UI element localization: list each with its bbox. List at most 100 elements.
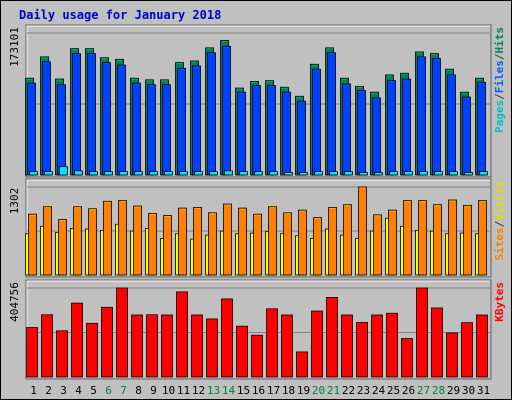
x-tick-label: 6 — [105, 384, 112, 397]
series-pages — [29, 166, 488, 176]
x-tick-label: 25 — [387, 384, 400, 397]
pages-bar — [194, 171, 203, 176]
kbytes-bar — [236, 325, 248, 378]
sites-bar — [238, 207, 247, 276]
kbytes-bar — [191, 314, 203, 378]
x-tick-label: 19 — [297, 384, 310, 397]
x-tick-label: 10 — [162, 384, 175, 397]
legend-entry: / — [493, 53, 506, 60]
x-tick-label: 16 — [252, 384, 265, 397]
files-bar — [117, 64, 126, 176]
kbytes-bar — [161, 314, 173, 378]
x-tick-label: 2 — [45, 384, 52, 397]
kbytes-bar — [146, 314, 158, 378]
x-tick-label: 28 — [432, 384, 445, 397]
x-tick-label: 14 — [222, 384, 236, 397]
sites-bar — [118, 200, 127, 276]
legend-hits: Pages/Files/Hits — [493, 27, 506, 133]
files-bar — [267, 85, 276, 176]
sites-bar — [358, 186, 367, 276]
files-bar — [252, 85, 261, 176]
x-tick-label: 18 — [282, 384, 295, 397]
sites-bar — [433, 204, 442, 276]
pages-bar — [239, 171, 248, 176]
kbytes-bar — [431, 307, 443, 378]
kbytes-bar — [386, 312, 398, 378]
files-bar — [447, 74, 456, 176]
series-kbytes — [26, 287, 488, 378]
sites-bar — [88, 208, 97, 276]
kbytes-bar — [221, 298, 233, 378]
sites-bar — [223, 203, 232, 276]
legend-entry: Files — [493, 60, 506, 93]
sites-bar — [343, 204, 352, 276]
files-bar — [462, 96, 471, 176]
x-tick-label: 27 — [417, 384, 430, 397]
files-bar — [147, 84, 156, 176]
files-bar — [207, 52, 216, 176]
x-tick-label: 5 — [90, 384, 97, 397]
files-bar — [312, 68, 321, 176]
pages-bar — [449, 171, 458, 176]
sites-bar — [313, 217, 322, 276]
kbytes-bar — [296, 351, 308, 378]
sites-bar — [448, 199, 457, 276]
sites-bar — [178, 207, 187, 276]
kbytes-bar — [71, 302, 83, 378]
pages-bar — [134, 171, 143, 176]
kbytes-bar — [281, 314, 293, 378]
files-bar — [42, 61, 51, 176]
legend-entry: KBytes — [493, 282, 506, 322]
x-tick-label: 29 — [447, 384, 460, 397]
pages-bar — [89, 171, 98, 176]
x-tick-label: 1 — [30, 384, 37, 397]
pages-bar — [179, 171, 188, 176]
files-bar — [282, 91, 291, 176]
legend-entry: Hits — [493, 27, 506, 54]
pages-bar — [224, 170, 233, 176]
sites-bar — [283, 212, 292, 276]
legend-entry: / — [493, 93, 506, 100]
x-tick-label: 3 — [60, 384, 67, 397]
x-axis-labels: 1 2 3 4 5 6 7 8 9 10 11 12 13 14 15 16 17 18 19 20 21 22 23 24 2… — [30, 384, 490, 397]
pages-bar — [434, 171, 443, 176]
legend-entry: / — [493, 220, 506, 227]
pages-bar — [164, 171, 173, 176]
kbytes-bar — [341, 314, 353, 378]
x-tick-label: 8 — [135, 384, 142, 397]
files-bar — [327, 52, 336, 176]
kbytes-bar — [86, 322, 98, 378]
x-tick-label: 13 — [207, 384, 220, 397]
pages-bar — [59, 166, 68, 176]
x-tick-label: 4 — [75, 384, 82, 397]
x-tick-label: 22 — [342, 384, 355, 397]
files-bar — [372, 97, 381, 176]
files-bar — [477, 81, 486, 176]
kbytes-bar — [416, 287, 428, 378]
chart-title: Daily usage for January 2018 — [19, 8, 221, 22]
pages-bar — [344, 171, 353, 176]
kbytes-bar — [116, 287, 128, 378]
legend-entry: Sites — [493, 227, 506, 260]
pages-bar — [389, 171, 398, 176]
files-bar — [27, 82, 36, 176]
kbytes-bar — [356, 322, 368, 378]
kbytes-bar — [371, 314, 383, 378]
sites-bar — [463, 204, 472, 276]
files-bar — [162, 84, 171, 176]
legend-visits: Sites/Visits — [493, 181, 506, 261]
files-bar — [177, 67, 186, 176]
sites-bar — [478, 200, 487, 276]
files-bar — [102, 62, 111, 176]
sites-bar — [193, 207, 202, 276]
pages-bar — [119, 171, 128, 176]
sites-bar — [253, 213, 262, 276]
sites-bar — [388, 209, 397, 276]
sites-bar — [163, 215, 172, 276]
files-bar — [192, 65, 201, 176]
sites-bar — [418, 200, 427, 276]
pages-bar — [269, 171, 278, 176]
panels-layer: 173101Pages/Files/Hits1302Sites/Visits40… — [8, 24, 506, 380]
